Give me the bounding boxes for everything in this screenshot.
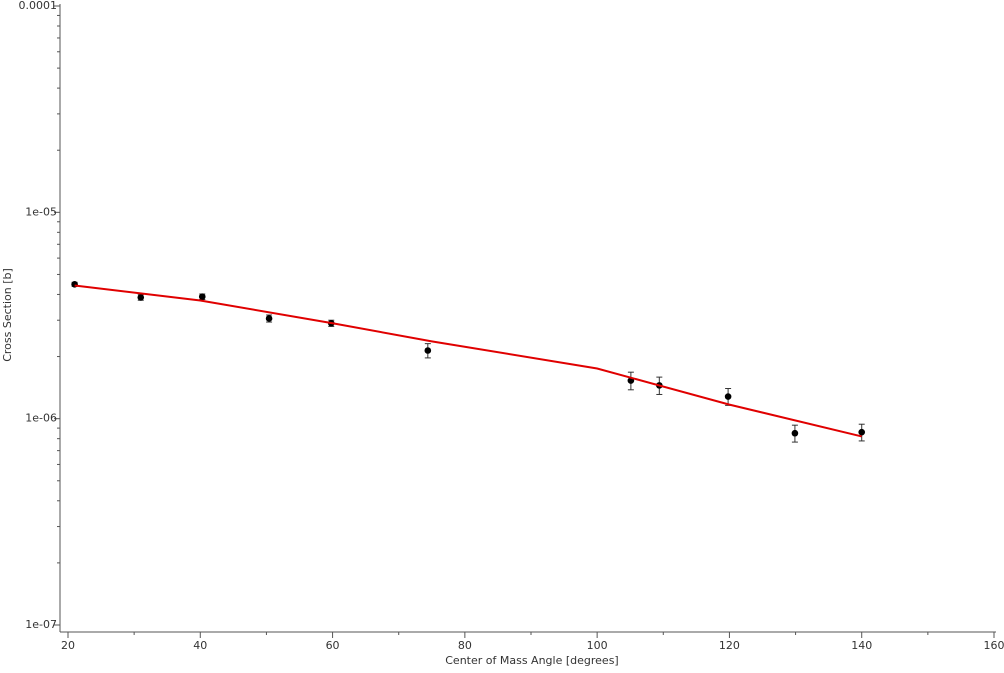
x-tick-label: 100 (587, 639, 608, 652)
y-tick-label: 1e-06 (25, 412, 57, 425)
x-tick-label: 120 (719, 639, 740, 652)
y-tick-label: 0.0001 (19, 0, 58, 12)
x-tick-label: 60 (326, 639, 340, 652)
y-axis-label: Cross Section [b] (1, 268, 14, 362)
data-point (425, 347, 432, 354)
x-tick-label: 140 (851, 639, 872, 652)
data-point (858, 429, 865, 436)
x-tick-label: 80 (458, 639, 472, 652)
data-point (725, 393, 732, 400)
fit-line (75, 285, 862, 436)
data-point (266, 315, 273, 322)
x-tick-label: 40 (193, 639, 207, 652)
x-tick-label: 20 (61, 639, 75, 652)
y-tick-label: 1e-05 (25, 205, 57, 218)
data-point (792, 430, 799, 437)
data-point (137, 294, 144, 301)
y-tick-label: 1e-07 (25, 618, 57, 631)
x-axis-label: Center of Mass Angle [degrees] (445, 654, 618, 667)
x-tick-label: 160 (984, 639, 1004, 652)
data-point (199, 293, 206, 300)
